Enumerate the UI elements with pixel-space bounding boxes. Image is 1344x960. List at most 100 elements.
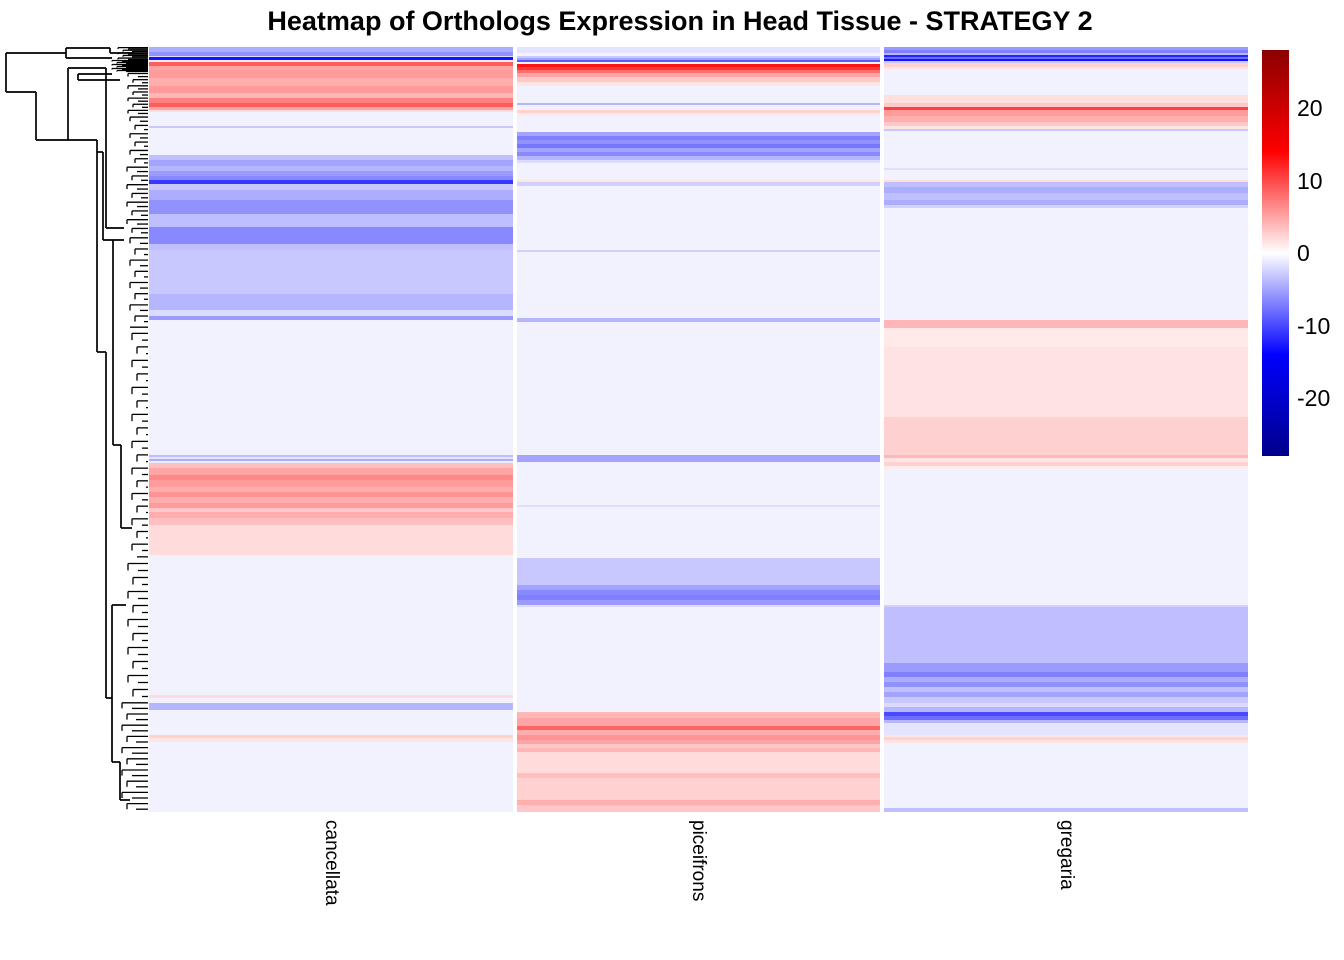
heatmap-band [517,740,880,744]
color-key-tick-label: -20 [1297,385,1331,411]
heatmap-band [149,461,513,463]
heatmap-band [884,672,1248,677]
heatmap-band [517,180,880,183]
heatmap-band [149,507,513,512]
heatmap-band [149,479,513,488]
heatmap-band [149,57,513,60]
heatmap-band [149,524,513,556]
heatmap-band [149,511,513,518]
heatmap-band [149,98,513,103]
heatmap-band [884,121,1248,127]
heatmap-band [149,492,513,497]
heatmap-band [884,180,1248,183]
heatmap-band [517,70,880,73]
heatmap-band [884,604,1248,607]
color-key-tick-label: -10 [1297,312,1331,339]
color-key-tick-label: 0 [1297,240,1310,266]
heatmap-column-piceifrons [517,47,880,812]
heatmap-band [517,113,880,116]
heatmap-band [517,63,880,67]
heatmap-band [884,182,1248,187]
heatmap-band [149,518,513,525]
heatmap-band [884,129,1248,131]
heatmap-band [517,734,880,740]
chart-title: Heatmap of Orthologs Expression in Head … [267,6,1093,36]
heatmap-band [884,168,1248,170]
heatmap-band [517,182,880,186]
heatmap-band [517,747,880,753]
heatmap-band [884,55,1248,58]
heatmap-band [884,327,1248,348]
heatmap-band [517,717,880,726]
heatmap-band [517,585,880,590]
heatmap-band [884,702,1248,707]
heatmap-band [884,57,1248,59]
heatmap-band [517,131,880,136]
heatmap-band [884,417,1248,455]
heatmap-band [517,712,880,718]
heatmap-band [884,454,1248,459]
heatmap-band [884,682,1248,687]
heatmap-band [517,600,880,605]
heatmap-band [884,719,1248,724]
heatmap-band [517,729,880,735]
heatmap-band [517,317,880,322]
heatmap-band [884,686,1248,692]
row-dendrogram [5,47,148,810]
heatmap-band [884,94,1248,103]
heatmap-band [517,799,880,805]
heatmap-band [149,61,513,66]
heatmap-band [517,73,880,77]
heatmap-band [884,662,1248,672]
column-label-cancellata: cancellata [321,820,342,906]
heatmap-band [884,737,1248,740]
heatmap-band [517,144,880,148]
heatmap-band [517,156,880,160]
heatmap-band [149,60,513,62]
heatmap-band [149,227,513,244]
heatmap-band [517,778,880,800]
heatmap-band [517,250,880,252]
heatmap-band [149,475,513,480]
heatmap-band [149,310,513,316]
heatmap-band [149,166,513,171]
heatmap-band [517,147,880,153]
heatmap-column-gregaria [884,47,1248,812]
heatmap-band [149,250,513,294]
heatmap-band [149,213,513,227]
heatmap-band [149,51,513,57]
heatmap-band [517,102,880,105]
heatmap-band [517,135,880,141]
heatmap-band [517,505,880,507]
heatmap-band [149,159,513,167]
heatmap-band [149,200,513,214]
heatmap-band [149,315,513,321]
heatmap-band [517,743,880,748]
heatmap-band [517,110,880,113]
heatmap-band [517,66,880,70]
heatmap-band [149,175,513,181]
heatmap-band [149,77,513,86]
heatmap-band [149,110,513,113]
heatmap-band [884,60,1248,63]
heatmap-band [149,102,513,107]
heatmap-band [517,60,880,62]
heatmap-band [884,52,1248,56]
heatmap-band [149,184,513,190]
heatmap-band [884,66,1248,70]
heatmap-band [149,467,513,475]
heatmap-band [149,171,513,176]
heatmap-band [884,712,1248,716]
heatmap-band [149,126,513,128]
heatmap-band [517,589,880,595]
heatmap-band [149,734,513,738]
heatmap-band [884,126,1248,129]
heatmap-band [517,726,880,730]
heatmap-band [517,594,880,601]
heatmap-band [884,347,1248,418]
heatmap-band [884,734,1248,738]
heatmap-band [884,320,1248,328]
heatmap-band [149,738,513,742]
heatmap-band [884,715,1248,720]
